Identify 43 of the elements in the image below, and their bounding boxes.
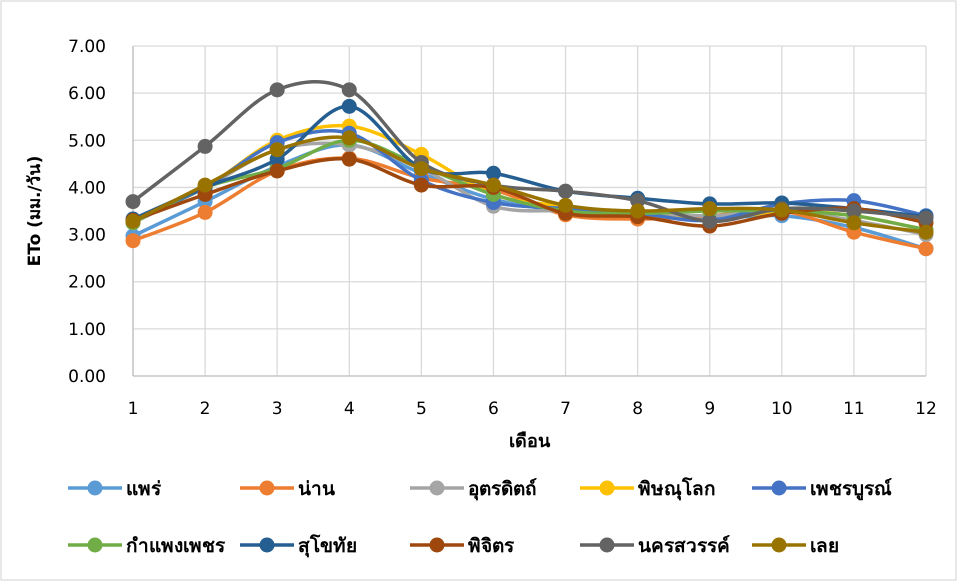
point: [630, 204, 646, 218]
x-tick-label: 2: [200, 399, 211, 419]
legend-label: เพชรบูรณ์: [810, 478, 892, 501]
legend-label: แพร่: [126, 478, 162, 500]
y-tick-label: 2.00: [68, 272, 106, 293]
point: [846, 215, 862, 230]
x-tick-label: 3: [272, 399, 283, 419]
x-tick-label: 10: [771, 399, 793, 419]
x-tick-label: 4: [344, 399, 355, 419]
legend-label: นครสวรรค์: [638, 535, 730, 557]
x-tick-label: 12: [915, 399, 937, 419]
x-tick-label: 8: [632, 399, 644, 419]
point: [342, 98, 357, 114]
y-tick-label: 6.00: [68, 84, 106, 104]
y-tick-label: 1.00: [68, 320, 106, 340]
legend-label: อุตรดิตถ์: [468, 478, 537, 501]
point: [702, 201, 718, 216]
x-tick-label: 6: [488, 399, 499, 419]
point: [198, 204, 213, 220]
point: [342, 82, 357, 98]
y-tick-label: 0.00: [68, 367, 106, 387]
x-tick-label: 7: [560, 399, 571, 419]
legend-label: สุโขทัย: [298, 534, 357, 558]
point: [414, 178, 429, 193]
legend-label: พิจิตร: [468, 535, 515, 557]
y-tick-label: 3.00: [68, 226, 106, 246]
x-tick-label: 11: [843, 399, 865, 419]
point: [270, 82, 285, 98]
y-tick-label: 5.00: [68, 131, 106, 152]
point: [198, 138, 213, 154]
x-tick-label: 9: [704, 399, 716, 419]
point: [126, 194, 140, 210]
x-tick-label: 1: [128, 399, 138, 419]
y-axis-title: ETo (มม./วัน): [25, 156, 45, 266]
legend-label: กำแพงเพชร: [126, 535, 226, 557]
point: [126, 233, 140, 248]
y-tick-label: 7.00: [68, 37, 106, 57]
y-tick-label: 4.00: [68, 178, 106, 198]
legend-label: น่าน: [298, 478, 335, 500]
legend-label: พิษณุโลก: [638, 477, 716, 501]
legend-label: เลย: [810, 535, 839, 557]
x-tick-label: 5: [416, 399, 427, 419]
x-axis-title: เดือน: [509, 431, 551, 452]
